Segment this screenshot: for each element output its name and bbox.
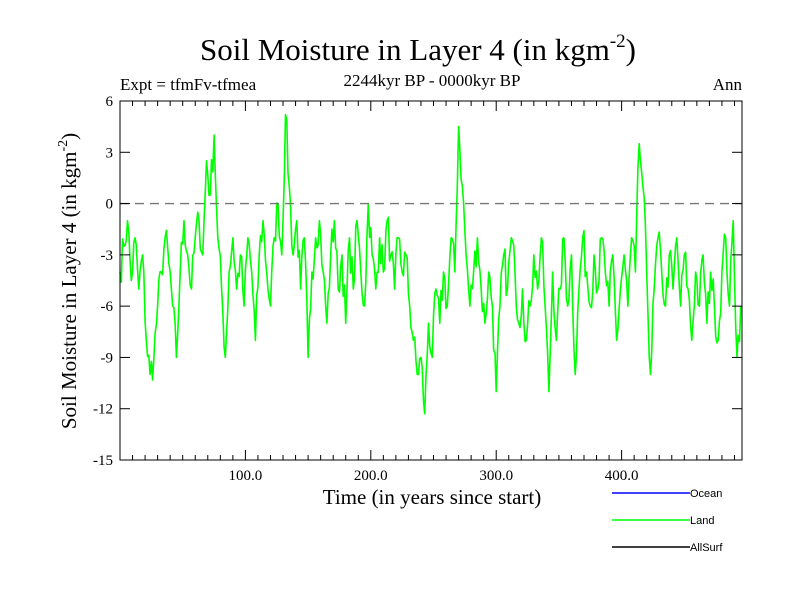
x-tick-label: 100.0 [229, 468, 263, 484]
series-line-land [119, 113, 742, 415]
plot-frame [119, 100, 743, 461]
x-tick-label: 200.0 [354, 468, 388, 484]
x-tick-label: 300.0 [479, 468, 513, 484]
x-tick-label: 400.0 [605, 468, 639, 484]
y-tick-label: -9 [101, 350, 114, 366]
y-tick-label: -6 [101, 299, 114, 315]
y-axis-label: Soil Moisture in Layer 4 (in kgm-2) [56, 133, 81, 429]
plot-area: 6 3 0 -3 -6 -9 -12 -15 100.0 200.0 300.0 400.0 [93, 94, 743, 484]
y-tick-label: -12 [93, 402, 113, 418]
legend-label-allsurf: AllSurf [690, 542, 723, 554]
x-axis-label: Time (in years since start) [323, 485, 542, 509]
season-label: Ann [713, 75, 743, 94]
chart-title: Soil Moisture in Layer 4 (in kgm-2) [200, 31, 636, 67]
experiment-label: Expt = tfmFv-tfmea [120, 75, 257, 94]
y-tick-label: 3 [106, 145, 114, 161]
y-tick-label: 0 [106, 197, 114, 213]
period-label: 2244kyr BP - 0000kyr BP [344, 71, 521, 90]
series-layer [119, 113, 742, 415]
y-tick-label: 6 [106, 94, 114, 110]
y-tick-label: -15 [93, 453, 113, 469]
legend: Ocean Land AllSurf [612, 488, 723, 554]
y-tick-label: -3 [101, 248, 114, 264]
legend-label-land: Land [690, 515, 714, 527]
ticks-layer: 6 3 0 -3 -6 -9 -12 -15 100.0 200.0 300.0 400.0 [93, 94, 742, 484]
legend-label-ocean: Ocean [690, 488, 722, 500]
